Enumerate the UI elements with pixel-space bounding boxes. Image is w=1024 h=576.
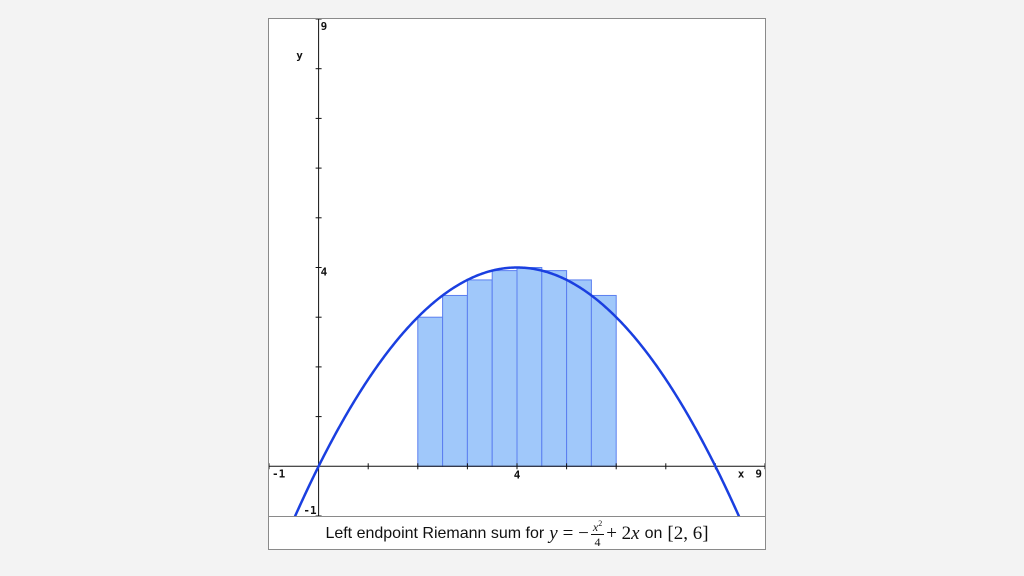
caption-prefix: Left endpoint Riemann sum for — [325, 524, 545, 542]
riemann-rectangles — [417, 267, 617, 467]
y-axis-label: y — [296, 49, 303, 62]
x-tick-label: 9 — [755, 467, 762, 480]
caption-interval: [2, 6] — [667, 522, 709, 544]
function-curve — [293, 266, 741, 516]
caption-fraction-numerator: x2 — [590, 518, 605, 535]
caption-y-var: y — [549, 522, 558, 544]
axes — [269, 19, 765, 516]
riemann-rect-4 — [491, 270, 518, 467]
caption-plus-term: + 2 — [606, 522, 632, 544]
caption-equals-minus: = − — [562, 522, 589, 544]
caption-num-var: x — [592, 519, 599, 534]
x-tick-label: -1 — [272, 467, 286, 480]
x-tick-label: 4 — [514, 468, 521, 481]
plot-caption: Left endpoint Riemann sum for y = − x2 4… — [269, 516, 765, 550]
caption-num-exp: 2 — [598, 518, 603, 528]
caption-on: on — [644, 524, 663, 542]
riemann-rect-6 — [541, 270, 568, 467]
x-axis-label: x — [738, 467, 745, 480]
y-tick-label: 4 — [321, 266, 328, 279]
graph-window: -1 4 9 -1 4 9 x y Left endpoint Riemann sum for… — [268, 18, 766, 550]
caption-fraction-denominator: 4 — [594, 534, 601, 549]
caption-x-var: x — [631, 522, 640, 544]
riemann-rect-3 — [466, 279, 493, 467]
y-tick-label: -1 — [303, 504, 317, 516]
y-tick-label: 9 — [321, 20, 328, 33]
riemann-rect-8 — [590, 294, 617, 467]
riemann-rect-2 — [442, 294, 468, 467]
riemann-rect-7 — [566, 279, 592, 467]
caption-fraction: x2 4 — [590, 518, 605, 549]
riemann-rect-5 — [516, 267, 543, 467]
riemann-rect-1 — [417, 316, 444, 467]
